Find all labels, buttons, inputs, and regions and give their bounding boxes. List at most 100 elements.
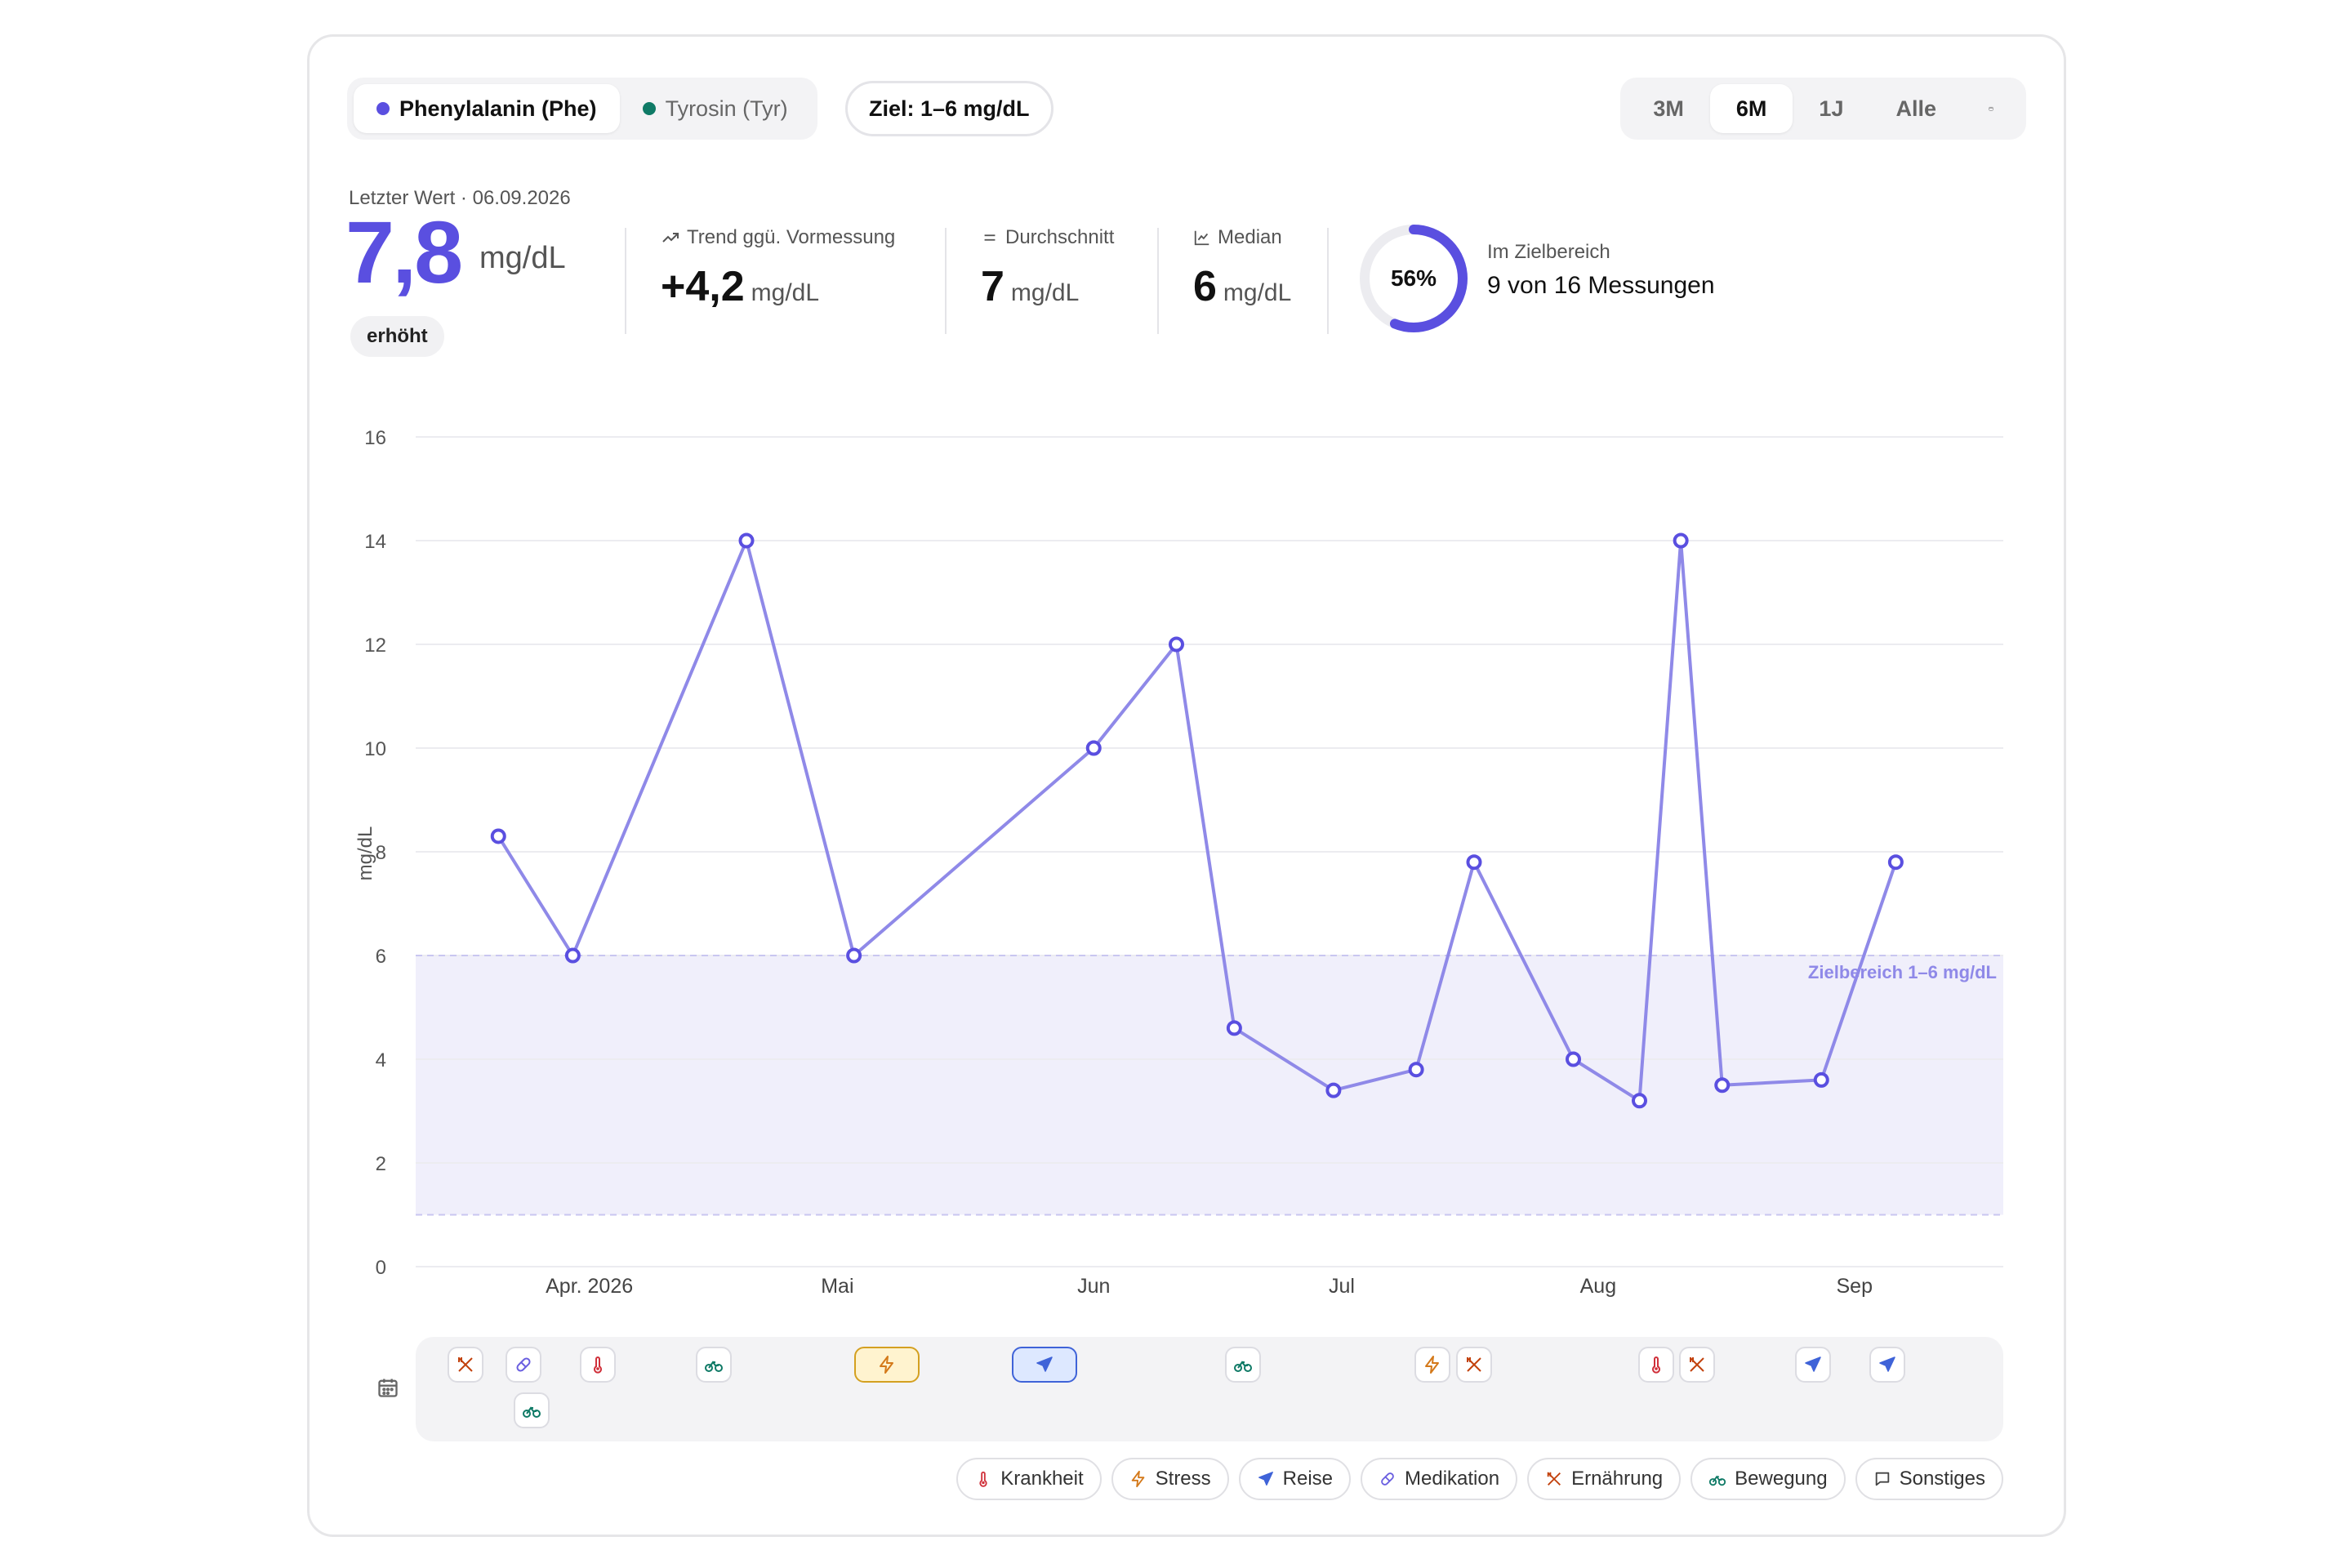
event-marker-stress[interactable]	[854, 1347, 920, 1383]
legend-label: Medikation	[1405, 1468, 1500, 1490]
data-point	[1673, 532, 1689, 549]
ernaehrung-icon	[1547, 1472, 1561, 1486]
y-tick-label: 4	[376, 1049, 386, 1071]
data-point	[1085, 740, 1102, 756]
last-value-label: Letzter Wert · 06.09.2026	[349, 187, 571, 209]
legend-item-bewegung[interactable]: Bewegung	[1690, 1458, 1846, 1500]
ernaehrung-icon	[457, 1357, 473, 1372]
x-tick-label: Aug	[1580, 1275, 1616, 1298]
legend-item-reise[interactable]: Reise	[1238, 1458, 1352, 1500]
stress-icon	[1131, 1470, 1144, 1488]
y-tick-label: 14	[364, 531, 386, 553]
series-line	[497, 539, 1898, 1102]
target-band-label: Zielbereich 1–6 mg/dL	[1808, 962, 1997, 982]
data-point	[846, 947, 862, 964]
x-tick-label: Jul	[1329, 1275, 1355, 1298]
event-marker-reise[interactable]	[1011, 1347, 1077, 1383]
average-stat: Durchschnitt 7 mg/dL	[981, 226, 1114, 311]
bewegung-icon	[1709, 1475, 1726, 1486]
tab-tyrosin[interactable]: Tyrosin (Tyr)	[620, 84, 811, 133]
status-badge: erhöht	[350, 316, 444, 357]
data-point	[1466, 854, 1482, 871]
divider	[625, 228, 626, 334]
krankheit-icon	[979, 1471, 987, 1487]
medikation-icon	[516, 1357, 531, 1372]
event-marker-reise[interactable]	[1869, 1347, 1906, 1383]
stress-icon	[1425, 1356, 1440, 1374]
legend-item-medikation[interactable]: Medikation	[1361, 1458, 1518, 1500]
x-tick-label: Jun	[1077, 1275, 1110, 1298]
calendar-button[interactable]	[1962, 84, 2020, 133]
range-alle[interactable]: Alle	[1895, 96, 1936, 121]
event-marker-reise[interactable]	[1795, 1347, 1832, 1383]
median-value: 6	[1193, 263, 1217, 310]
krankheit-icon	[1651, 1356, 1660, 1374]
event-marker-krankheit[interactable]	[1637, 1347, 1674, 1383]
divider	[1157, 228, 1159, 334]
legend-item-ernaehrung[interactable]: Ernährung	[1527, 1458, 1682, 1500]
legend-item-sonstiges[interactable]: Sonstiges	[1855, 1458, 2003, 1500]
median-unit: mg/dL	[1223, 279, 1292, 306]
reise-icon	[1036, 1356, 1053, 1372]
average-unit: mg/dL	[1010, 279, 1080, 306]
in-range-label: Im Zielbereich	[1487, 241, 1610, 263]
legend-label: Reise	[1282, 1468, 1334, 1490]
target-band	[416, 956, 2003, 1215]
legend-label: Sonstiges	[1899, 1468, 1985, 1490]
tab-phenylalanin[interactable]: Phenylalanin (Phe)	[354, 84, 620, 133]
y-tick-label: 2	[376, 1153, 386, 1175]
event-marker-ernaehrung[interactable]	[1456, 1347, 1492, 1383]
median-label: Median	[1218, 226, 1282, 248]
tab-tyr-label: Tyrosin (Tyr)	[665, 96, 788, 121]
reise-icon	[1805, 1356, 1821, 1372]
last-value-unit: mg/dL	[479, 241, 566, 275]
events-calendar-icon	[378, 1379, 398, 1397]
y-tick-label: 10	[364, 738, 386, 760]
last-value: 7,8	[345, 203, 463, 301]
data-point	[1887, 854, 1904, 871]
event-marker-medikation[interactable]	[505, 1347, 541, 1383]
data-point	[1566, 1051, 1581, 1067]
bewegung-icon	[704, 1361, 723, 1372]
range-1j[interactable]: 1J	[1819, 96, 1844, 121]
x-tick-label: Apr. 2026	[546, 1275, 633, 1298]
legend-item-krankheit[interactable]: Krankheit	[956, 1458, 1102, 1500]
average-label: Durchschnitt	[1005, 226, 1115, 248]
event-marker-bewegung[interactable]	[513, 1392, 550, 1428]
reise-icon	[1879, 1356, 1895, 1372]
event-marker-ernaehrung[interactable]	[1679, 1347, 1716, 1383]
range-6m[interactable]: 6M	[1709, 84, 1793, 133]
y-axis-label: mg/dL	[354, 826, 376, 881]
event-marker-ernaehrung[interactable]	[447, 1347, 483, 1383]
divider	[945, 228, 947, 334]
event-marker-krankheit[interactable]	[579, 1347, 616, 1383]
event-marker-bewegung[interactable]	[1224, 1347, 1261, 1383]
reise-icon	[1258, 1472, 1273, 1486]
legend-item-stress[interactable]: Stress	[1111, 1458, 1229, 1500]
data-point	[1169, 636, 1184, 653]
trend-label: Trend ggü. Vormessung	[687, 226, 896, 248]
data-point	[1226, 1020, 1242, 1036]
ernaehrung-icon	[1467, 1357, 1481, 1372]
trend-value: +4,2	[661, 263, 745, 310]
data-point	[1632, 1093, 1647, 1109]
legend-label: Stress	[1155, 1468, 1211, 1490]
range-3m[interactable]: 3M	[1653, 96, 1684, 121]
y-tick-label: 6	[376, 946, 386, 968]
bewegung-icon	[522, 1406, 541, 1418]
trend-up-icon	[662, 233, 679, 243]
x-tick-label: Sep	[1837, 1275, 1873, 1298]
target-range-pill[interactable]: Ziel: 1–6 mg/dL	[845, 81, 1054, 136]
legend-label: Krankheit	[1000, 1468, 1084, 1490]
data-point	[1325, 1082, 1342, 1098]
equals-icon	[984, 234, 996, 241]
phe-line-chart: Zielbereich 1–6 mg/dL 0 2 4 6 8 10 12 14 16 mg/dL A…	[354, 427, 2003, 1298]
event-marker-stress[interactable]	[1414, 1347, 1451, 1383]
median-stat: Median 6 mg/dL	[1193, 226, 1291, 311]
event-legend: Krankheit Stress Reise Medikation Ernährung B…	[956, 1458, 2003, 1500]
event-marker-bewegung[interactable]	[695, 1347, 732, 1383]
data-point	[564, 947, 581, 964]
bewegung-icon	[1233, 1361, 1252, 1372]
y-tick-label: 16	[364, 427, 386, 449]
ernaehrung-icon	[1690, 1357, 1705, 1372]
